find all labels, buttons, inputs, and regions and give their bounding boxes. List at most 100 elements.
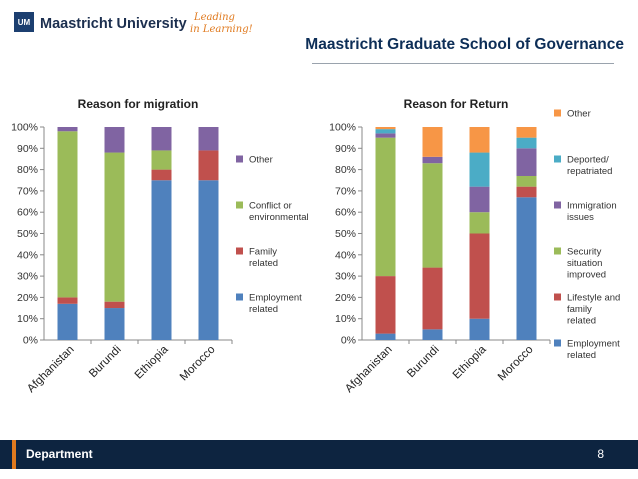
tagline-line-2: in Learning!: [190, 24, 253, 35]
y-tick-label: 0%: [23, 335, 38, 347]
x-tick-label: Burundi: [405, 344, 442, 381]
y-tick-label: 40%: [335, 249, 356, 261]
bar-ethiopia-employment-related: [151, 180, 172, 340]
y-tick-label: 100%: [11, 122, 38, 134]
y-tick-label: 10%: [17, 313, 38, 325]
chart-reason-for-return: Reason for Return 0% 10% 20% 30% 40% 50% 60% 70%…: [329, 97, 620, 395]
legend-label: Other: [567, 109, 591, 120]
x-tick-label: Burundi: [87, 344, 124, 381]
y-tick-label: 30%: [335, 271, 356, 283]
x-tick-label: Morocco: [178, 344, 218, 384]
y-tick-label: 100%: [329, 122, 356, 134]
page-number: 8: [597, 447, 604, 461]
y-tick-label: 60%: [17, 207, 38, 219]
y-tick-label: 70%: [17, 185, 38, 197]
y-tick-label: 20%: [335, 292, 356, 304]
bar-ethiopia-other: [151, 127, 172, 151]
bar-afghanistan-employment-related: [57, 303, 78, 340]
y-tick-label: 10%: [335, 313, 356, 325]
bar-afghanistan-family-related: [57, 297, 78, 304]
bar-ethiopia-other: [469, 127, 490, 153]
bar-morocco-employment-related: [198, 180, 219, 340]
bar-afghanistan-deported-repatriated: [375, 129, 396, 134]
x-tick-label: Morocco: [496, 344, 536, 384]
bar-burundi-employment-related: [422, 329, 443, 340]
legend-swatch: [554, 201, 561, 209]
bar-morocco-other: [198, 127, 219, 151]
x-tick-label: Ethiopia: [133, 343, 171, 381]
y-tick-label: 80%: [17, 164, 38, 176]
bar-ethiopia-family-related: [151, 169, 172, 181]
legend-label: Family related: [249, 247, 278, 270]
legend-swatch: [236, 247, 243, 255]
legend-swatch: [554, 293, 561, 301]
legend-label: Security situation improved: [567, 247, 606, 281]
legend-label: Lifestyle and family related: [567, 293, 620, 327]
bar-burundi-other: [422, 127, 443, 157]
legend-swatch: [554, 339, 561, 347]
y-tick-label: 80%: [335, 164, 356, 176]
y-tick-label: 0%: [341, 335, 356, 347]
bar-afghanistan-other: [375, 127, 396, 130]
x-tick-label: Afghanistan: [25, 344, 76, 395]
bar-burundi-employment-related: [104, 308, 125, 340]
footer-bar: Department 8: [0, 440, 638, 469]
legend-swatch: [236, 201, 243, 209]
bar-ethiopia-employment-related: [469, 318, 490, 340]
legend-label: Other: [249, 155, 273, 166]
bar-morocco-family-related: [198, 150, 219, 181]
bar-morocco-security-situation-improved: [516, 175, 537, 187]
legend-swatch: [554, 247, 561, 255]
bar-ethiopia-lifestyle-and-family-related: [469, 233, 490, 319]
chart-title: Reason for Return: [404, 97, 509, 111]
y-tick-label: 50%: [335, 228, 356, 240]
legend-label: Employment related: [249, 293, 302, 316]
x-tick-label: Afghanistan: [343, 344, 394, 395]
legend-label: Employment related: [567, 339, 620, 362]
bar-burundi-other: [104, 127, 125, 153]
y-tick-label: 70%: [335, 185, 356, 197]
university-logo: UM Maastricht University Leading in Lear…: [14, 10, 254, 41]
bar-burundi-security-situation-improved: [422, 163, 443, 268]
university-name: Maastricht University: [40, 16, 187, 32]
bar-afghanistan-security-situation-improved: [375, 137, 396, 277]
legend-label: Conflict or environmental: [249, 201, 309, 224]
footer-department: Department: [26, 447, 93, 461]
bar-ethiopia-immigration-issues: [469, 186, 490, 213]
bar-burundi-family-related: [104, 301, 125, 309]
logo-badge-icon: [14, 12, 34, 32]
bar-ethiopia-conflict-or-environmental: [151, 150, 172, 170]
y-tick-label: 40%: [17, 249, 38, 261]
bar-ethiopia-deported-repatriated: [469, 152, 490, 187]
chart-reason-for-migration: Reason for migration 0% 10% 20% 30% 40% 50% 60%…: [11, 97, 309, 395]
legend-swatch: [236, 155, 243, 163]
svg-text:UM: UM: [18, 18, 31, 27]
header-divider: [312, 63, 614, 64]
bar-afghanistan-other: [57, 127, 78, 132]
bar-afghanistan-employment-related: [375, 333, 396, 340]
bar-afghanistan-conflict-or-environmental: [57, 131, 78, 298]
y-tick-label: 60%: [335, 207, 356, 219]
y-tick-label: 90%: [17, 143, 38, 155]
bar-morocco-other: [516, 127, 537, 138]
bar-afghanistan-immigration-issues: [375, 133, 396, 138]
footer-accent: [12, 440, 16, 469]
bar-burundi-lifestyle-and-family-related: [422, 267, 443, 330]
legend-swatch: [554, 155, 561, 163]
bar-burundi-conflict-or-environmental: [104, 152, 125, 302]
legend-swatch: [554, 109, 561, 117]
legend-label: Deported/repatriated: [567, 155, 612, 178]
tagline-line-1: Leading: [193, 12, 235, 23]
y-tick-label: 30%: [17, 271, 38, 283]
legend-label: Immigration issues: [567, 201, 617, 224]
x-tick-label: Ethiopia: [451, 343, 489, 381]
chart-title: Reason for migration: [78, 97, 199, 111]
bar-morocco-lifestyle-and-family-related: [516, 186, 537, 198]
y-tick-label: 20%: [17, 292, 38, 304]
bar-ethiopia-security-situation-improved: [469, 212, 490, 234]
legend-swatch: [236, 293, 243, 301]
bar-afghanistan-lifestyle-and-family-related: [375, 276, 396, 334]
school-title: Maastricht Graduate School of Governance: [305, 36, 624, 53]
bar-morocco-immigration-issues: [516, 148, 537, 176]
y-tick-label: 50%: [17, 228, 38, 240]
